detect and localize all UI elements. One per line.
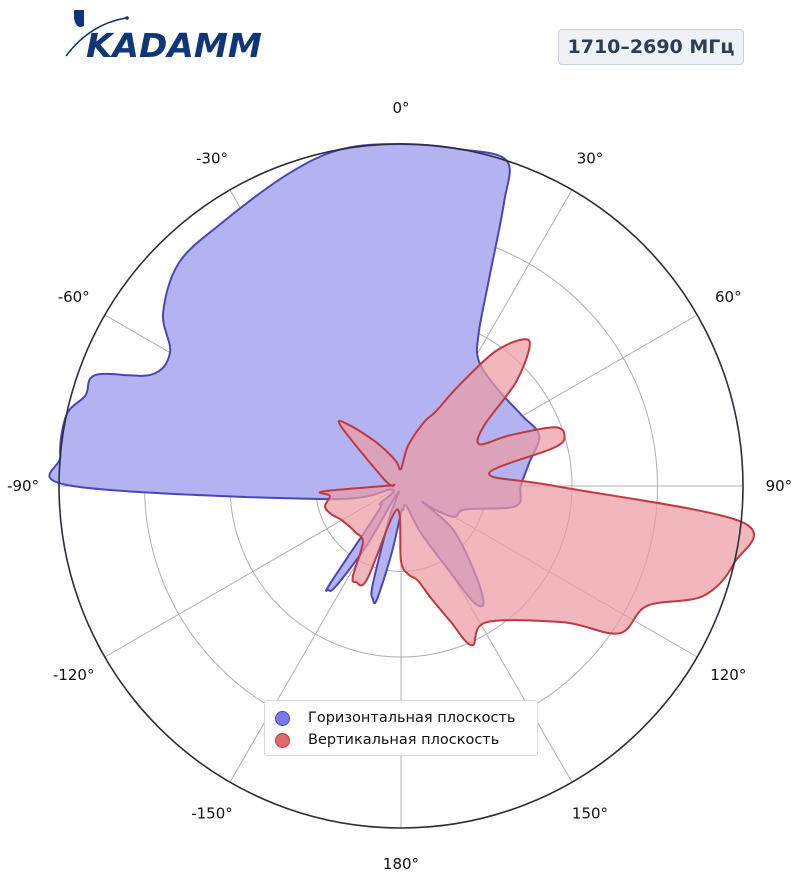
tick-label-9: -90°: [7, 477, 39, 495]
legend-marker-horizontal: [275, 710, 290, 726]
legend-label-horizontal: Горизонтальная плоскость: [308, 710, 516, 726]
tick-label-8: -120°: [53, 666, 95, 684]
chart-legend: Горизонтальная плоскость Вертикальная пл…: [264, 700, 538, 756]
series-layer: [48, 143, 756, 647]
legend-label-vertical: Вертикальная плоскость: [308, 732, 500, 748]
frequency-band-badge: 1710–2690 МГц: [558, 29, 744, 65]
angle-tick-labels: 0° 30° 60° 90° 120° 150° 180° -150° -120° -90° -60…: [7, 99, 792, 873]
legend-marker-vertical: [275, 732, 290, 748]
polar-outer-ring: [58, 143, 744, 829]
tick-label-1: 30°: [577, 150, 604, 168]
tick-label-3: 90°: [766, 477, 793, 495]
tick-label-11: -30°: [196, 150, 228, 168]
logo-swoosh: [65, 17, 127, 57]
tick-label-2: 60°: [715, 288, 742, 306]
legend-item-horizontal: Горизонтальная плоскость: [275, 707, 527, 729]
logo-swoosh-dot: [125, 16, 129, 20]
tick-label-7: -150°: [191, 804, 233, 822]
tick-label-10: -60°: [58, 288, 90, 306]
tick-label-6: 180°: [383, 855, 419, 873]
tick-label-4: 120°: [710, 666, 746, 684]
series-area-vertical: [318, 338, 756, 647]
logo-mark: [74, 10, 84, 27]
tick-label-5: 150°: [572, 804, 608, 822]
logo-text: KADAMM: [86, 26, 262, 64]
kadamm-logo: KADAMM: [65, 10, 262, 64]
legend-item-vertical: Вертикальная плоскость: [275, 729, 527, 751]
tick-label-0: 0°: [392, 99, 409, 117]
